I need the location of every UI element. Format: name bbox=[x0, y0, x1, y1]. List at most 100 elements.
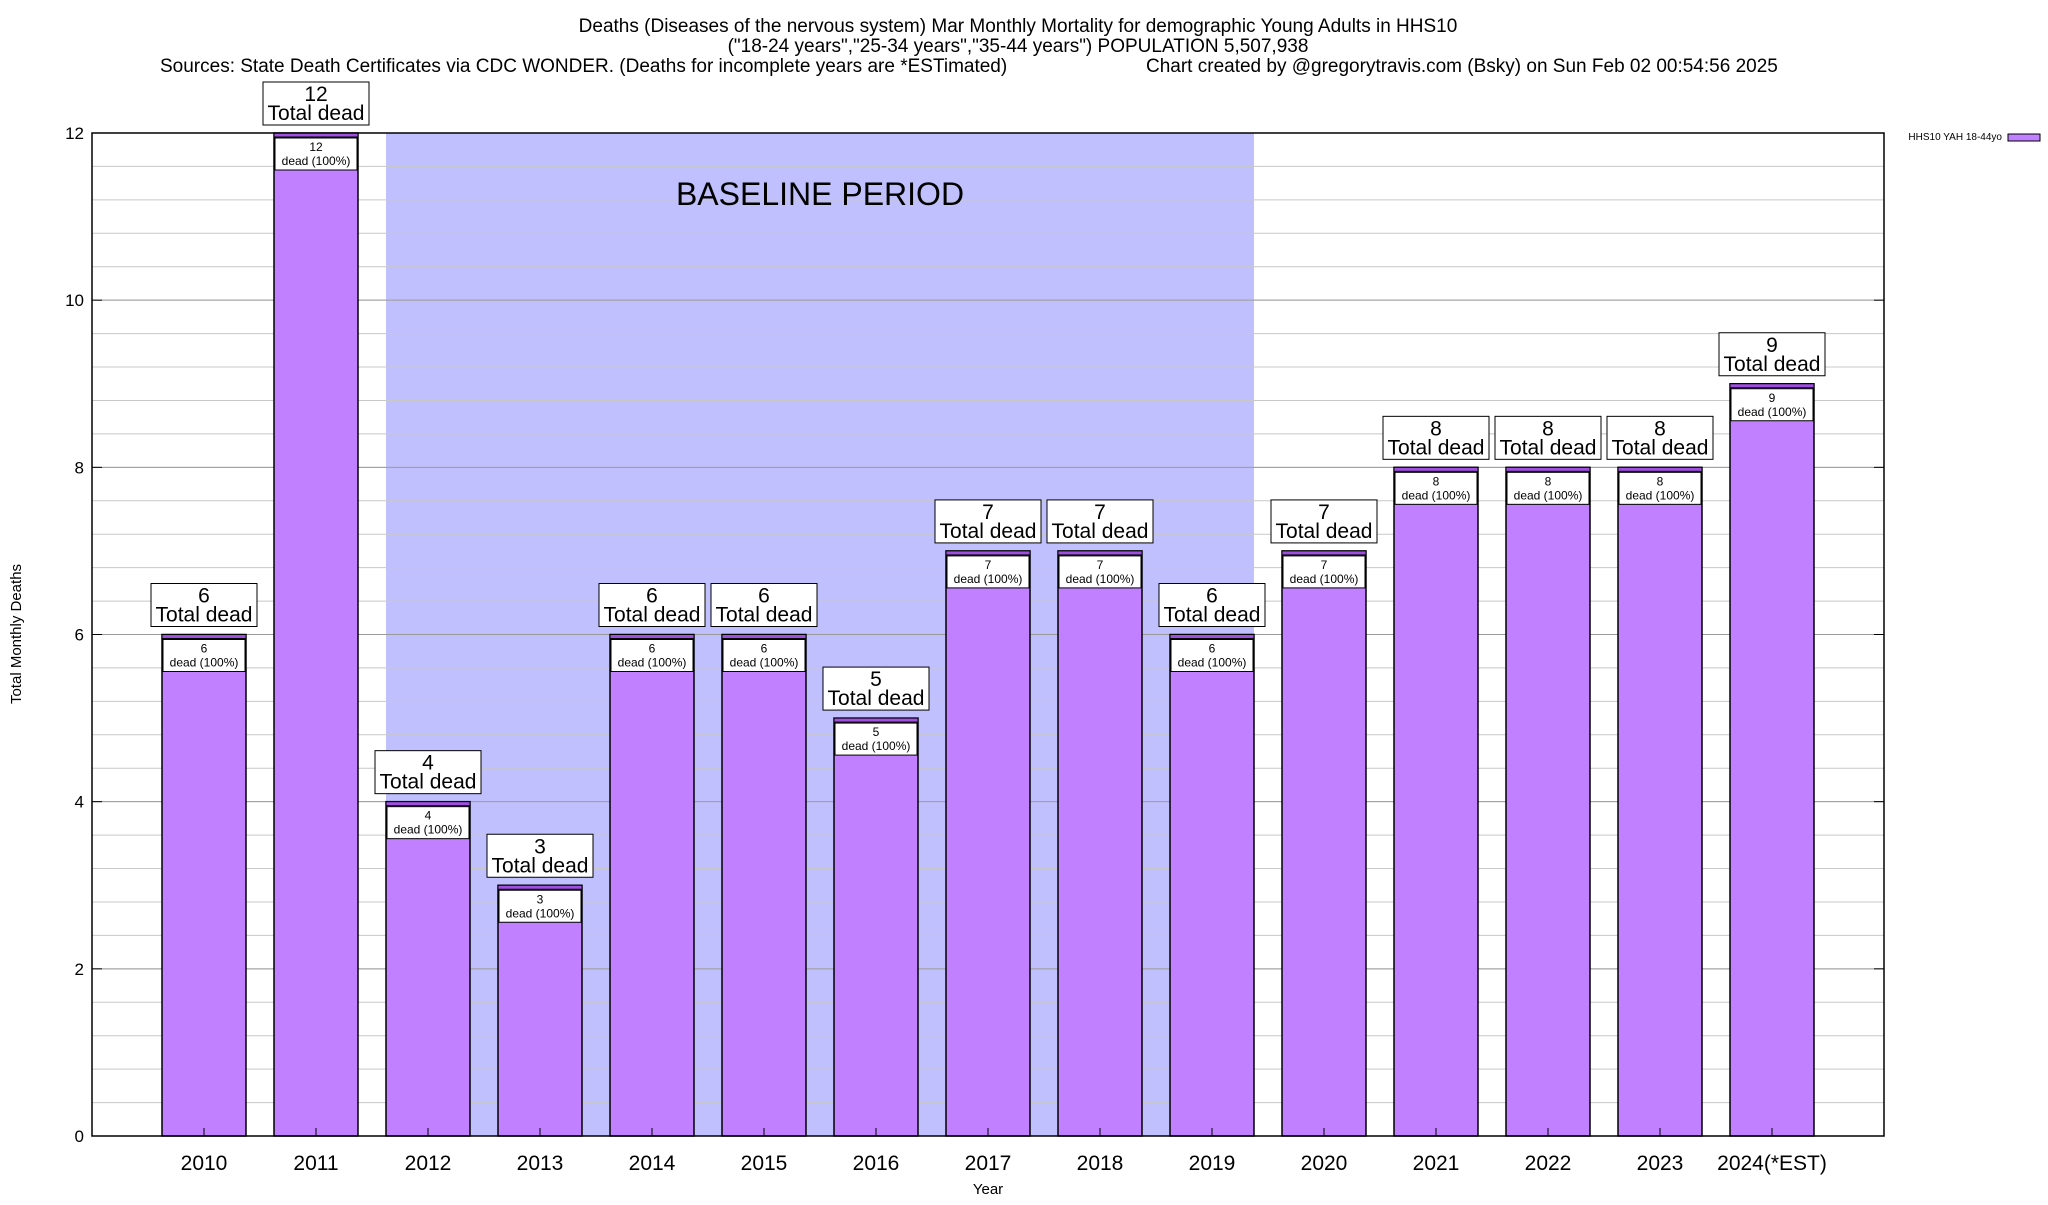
x-tick-label: 2023 bbox=[1637, 1152, 1684, 1175]
bar-top-band bbox=[1057, 550, 1143, 556]
inner-value-label: 8 bbox=[1545, 474, 1552, 488]
total-label-box bbox=[1046, 499, 1154, 544]
total-label-box bbox=[262, 81, 370, 126]
x-axis-title: Year bbox=[973, 1181, 1003, 1198]
chart-title-line2: ("18-24 years","25-34 years","35-44 year… bbox=[728, 36, 1309, 57]
bar-top-band bbox=[385, 801, 471, 807]
total-dead-label: Total dead bbox=[1388, 436, 1485, 459]
bar bbox=[1281, 550, 1367, 1137]
bar-top-band bbox=[1617, 466, 1703, 472]
inner-percent-label: dead (100%) bbox=[282, 154, 351, 168]
inner-value-label: 6 bbox=[649, 642, 656, 656]
inner-percent-label: dead (100%) bbox=[618, 656, 687, 670]
x-tick-label: 2017 bbox=[965, 1152, 1012, 1175]
total-dead-label: Total dead bbox=[1500, 436, 1597, 459]
inner-percent-label: dead (100%) bbox=[506, 906, 575, 920]
total-dead-label: Total dead bbox=[1052, 520, 1149, 543]
x-tick-label: 2020 bbox=[1301, 1152, 1348, 1175]
inner-value-label: 8 bbox=[1433, 474, 1440, 488]
x-tick-label: 2016 bbox=[853, 1152, 900, 1175]
x-tick-label: 2022 bbox=[1525, 1152, 1572, 1175]
total-label-box bbox=[1606, 415, 1714, 460]
total-label-box bbox=[598, 583, 706, 627]
inner-value-label: 7 bbox=[1321, 558, 1328, 572]
total-label-box bbox=[1158, 583, 1266, 627]
inner-value-label: 8 bbox=[1657, 474, 1664, 488]
total-dead-label: Total dead bbox=[1276, 520, 1373, 543]
total-value-label: 7 bbox=[1094, 501, 1106, 524]
total-value-label: 6 bbox=[1206, 585, 1218, 608]
bar-top-band bbox=[609, 634, 695, 639]
inner-label-box bbox=[1282, 555, 1366, 589]
inner-label-box bbox=[162, 639, 246, 672]
inner-percent-label: dead (100%) bbox=[730, 656, 799, 670]
inner-label-box bbox=[834, 722, 918, 756]
inner-label-box bbox=[498, 889, 582, 923]
inner-label-box bbox=[610, 639, 694, 672]
bar-top-band bbox=[161, 634, 247, 639]
total-label-box bbox=[1718, 332, 1826, 377]
bar-top-band bbox=[1281, 550, 1367, 556]
inner-value-label: 6 bbox=[201, 642, 208, 656]
inner-percent-label: dead (100%) bbox=[1626, 488, 1695, 502]
bar bbox=[945, 550, 1031, 1137]
bar-top-band bbox=[1169, 634, 1255, 639]
bar bbox=[497, 884, 583, 1137]
bar bbox=[609, 633, 695, 1137]
inner-percent-label: dead (100%) bbox=[394, 823, 463, 837]
x-tick-label: 2011 bbox=[293, 1152, 338, 1175]
y-axis-title: Total Monthly Deaths bbox=[8, 564, 25, 704]
inner-percent-label: dead (100%) bbox=[1514, 488, 1583, 502]
inner-percent-label: dead (100%) bbox=[842, 739, 911, 753]
total-dead-label: Total dead bbox=[156, 604, 253, 627]
inner-label-box bbox=[386, 806, 470, 840]
total-value-label: 9 bbox=[1766, 334, 1778, 357]
inner-percent-label: dead (100%) bbox=[954, 572, 1023, 586]
total-label-box bbox=[1494, 415, 1602, 460]
y-tick-label: 4 bbox=[75, 793, 84, 812]
bar bbox=[161, 633, 247, 1137]
y-tick-label: 8 bbox=[75, 458, 84, 477]
bar-top-band bbox=[721, 634, 807, 639]
legend-swatch bbox=[2007, 133, 2041, 142]
inner-percent-label: dead (100%) bbox=[1402, 488, 1471, 502]
total-value-label: 4 bbox=[422, 752, 434, 775]
inner-percent-label: dead (100%) bbox=[170, 656, 239, 670]
bar bbox=[1617, 466, 1703, 1137]
inner-value-label: 5 bbox=[873, 725, 880, 739]
chart-credit: Chart created by @gregorytravis.com (Bsk… bbox=[1146, 56, 1778, 77]
y-tick-label: 2 bbox=[75, 960, 84, 979]
total-dead-label: Total dead bbox=[716, 604, 813, 627]
inner-label-box bbox=[274, 137, 358, 171]
inner-value-label: 4 bbox=[425, 809, 432, 823]
baseline-label: BASELINE PERIOD bbox=[676, 176, 964, 212]
x-tick-label: 2024(*EST) bbox=[1717, 1152, 1827, 1175]
total-dead-label: Total dead bbox=[940, 520, 1037, 543]
inner-value-label: 7 bbox=[1097, 558, 1104, 572]
total-value-label: 6 bbox=[198, 585, 210, 608]
total-label-box bbox=[710, 583, 818, 627]
bar-top-band bbox=[1393, 466, 1479, 472]
bar bbox=[721, 633, 807, 1137]
inner-percent-label: dead (100%) bbox=[1178, 656, 1247, 670]
x-tick-label: 2012 bbox=[405, 1152, 452, 1175]
x-tick-label: 2014 bbox=[629, 1152, 676, 1175]
bar-top-band bbox=[497, 884, 583, 890]
inner-value-label: 9 bbox=[1769, 391, 1776, 405]
inner-value-label: 3 bbox=[537, 892, 544, 906]
inner-label-box bbox=[1730, 388, 1814, 422]
x-tick-label: 2010 bbox=[181, 1152, 228, 1175]
bar-top-band bbox=[945, 550, 1031, 556]
total-label-box bbox=[374, 750, 482, 795]
total-value-label: 6 bbox=[758, 585, 770, 608]
inner-label-box bbox=[1394, 471, 1478, 505]
total-dead-label: Total dead bbox=[268, 102, 365, 125]
total-value-label: 12 bbox=[304, 83, 327, 106]
inner-percent-label: dead (100%) bbox=[1066, 572, 1135, 586]
inner-value-label: 6 bbox=[1209, 642, 1216, 656]
inner-value-label: 6 bbox=[761, 642, 768, 656]
inner-percent-label: dead (100%) bbox=[1738, 405, 1807, 419]
inner-label-box bbox=[722, 639, 806, 672]
y-tick-label: 12 bbox=[65, 124, 84, 143]
